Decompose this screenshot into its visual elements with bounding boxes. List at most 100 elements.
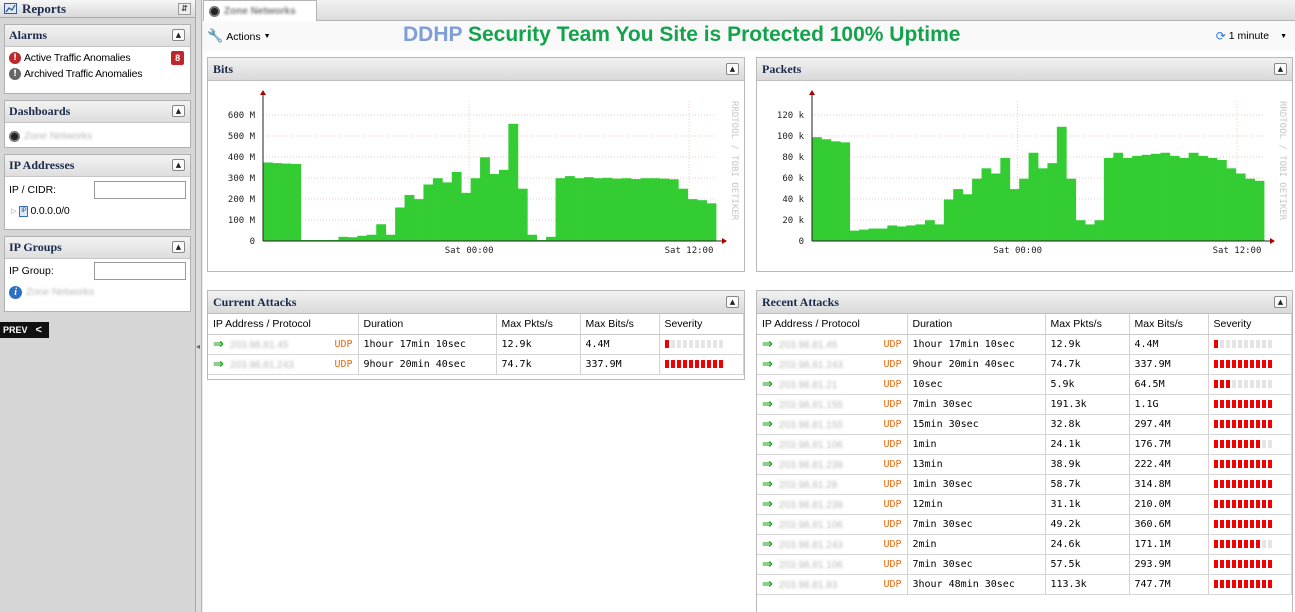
attack-row[interactable]: ⇒ 203.98.81.106 UDP 1min 24.1k 176.7M <box>757 434 1292 455</box>
attack-row[interactable]: ⇒ 203.98.81.21 UDP 10sec 5.9k 64.5M <box>757 374 1292 395</box>
ip-cell: ⇒ 203.98.81.45 UDP <box>757 334 908 355</box>
ip-groups-title: IP Groups <box>5 237 190 259</box>
data-bar <box>668 179 679 241</box>
ip-address[interactable]: 203.98.81.106 <box>778 559 843 571</box>
alarm-item-archived[interactable]: ! Archived Traffic Anomalies <box>5 66 190 82</box>
sidebar-splitter[interactable]: ◂ <box>196 0 202 612</box>
column-header[interactable]: Severity <box>659 314 744 335</box>
column-header[interactable]: Max Pkts/s <box>1045 314 1130 335</box>
ip-address[interactable]: 203.98.81.106 <box>778 439 843 451</box>
protocol-label: UDP <box>334 338 353 350</box>
ip-address[interactable]: 203.98.81.239 <box>778 459 843 471</box>
collapse-ip-groups-button[interactable]: ▲ <box>172 241 185 253</box>
data-bar <box>915 224 926 241</box>
attack-row[interactable]: ⇒ 203.98.81.239 UDP 13min 38.9k 222.4M <box>757 454 1292 475</box>
reports-menu-icon[interactable]: ⇵ <box>178 2 191 15</box>
severity-bar <box>1213 579 1272 588</box>
collapse-packets-button[interactable]: ▲ <box>1274 63 1287 75</box>
ip-cidr-input[interactable] <box>94 181 186 199</box>
attack-row[interactable]: ⇒ 203.98.81.243 UDP 9hour 20min 40sec 74.7k 3… <box>208 354 744 375</box>
data-bar <box>385 234 396 241</box>
refresh-interval-selector[interactable]: ⟳ 1 minute ▼ <box>1216 29 1287 43</box>
ip-tree-item[interactable]: ▷ IP 0.0.0.0/0 <box>5 203 190 219</box>
attack-row[interactable]: ⇒ 203.98.81.28 UDP 1min 30sec 58.7k 314.8M <box>757 474 1292 495</box>
attack-row[interactable]: ⇒ 203.98.81.45 UDP 1hour 17min 10sec 12.9k 4.… <box>757 334 1292 355</box>
collapse-dashboards-button[interactable]: ▲ <box>172 105 185 117</box>
collapse-alarms-button[interactable]: ▲ <box>172 29 185 41</box>
data-bar <box>517 188 528 241</box>
severity-bar <box>1213 519 1272 528</box>
column-header[interactable]: Max Bits/s <box>1129 314 1209 335</box>
ip-address[interactable]: 203.98.81.155 <box>778 399 843 411</box>
max-bits-cell: 64.5M <box>1129 374 1209 395</box>
current-attacks-title: Current Attacks <box>208 291 744 314</box>
ip-group-link[interactable]: i Zone Networks <box>5 284 190 300</box>
ip-address[interactable]: 203.98.81.155 <box>778 419 843 431</box>
attack-row[interactable]: ⇒ 203.98.81.106 UDP 7min 30sec 49.2k 360.6M <box>757 514 1292 535</box>
arrow-right-icon: ⇒ <box>762 556 773 572</box>
arrow-right-icon: ⇒ <box>762 336 773 352</box>
ip-address[interactable]: 203.98.81.106 <box>778 519 843 531</box>
collapse-recent-attacks-button[interactable]: ▲ <box>1274 296 1287 308</box>
data-bar <box>395 207 405 241</box>
ip-group-input[interactable] <box>94 262 186 280</box>
attack-row[interactable]: ⇒ 203.98.81.243 UDP 9hour 20min 40sec 74.7k 3… <box>757 354 1292 375</box>
ip-address[interactable]: 203.98.81.243 <box>229 359 294 371</box>
data-bar <box>366 234 377 241</box>
collapse-bits-button[interactable]: ▲ <box>726 63 739 75</box>
ip-group-link-label: Zone Networks <box>26 286 95 298</box>
ip-address[interactable]: 203.98.81.243 <box>778 359 843 371</box>
data-bar <box>849 230 860 241</box>
column-header[interactable]: Max Pkts/s <box>496 314 581 335</box>
actions-menu[interactable]: 🔧 Actions ▼ <box>207 29 271 44</box>
attack-row[interactable]: ⇒ 203.98.81.106 UDP 7min 30sec 57.5k 293.9M <box>757 554 1292 575</box>
column-header[interactable]: IP Address / Protocol <box>757 314 908 335</box>
attack-row[interactable]: ⇒ 203.98.81.45 UDP 1hour 17min 10sec 12.9k 4.… <box>208 334 744 355</box>
tree-expand-icon[interactable]: ▷ <box>11 208 17 215</box>
data-bar <box>981 168 992 241</box>
reports-header[interactable]: Reports ⇵ <box>0 0 195 18</box>
column-header[interactable]: Max Bits/s <box>580 314 660 335</box>
severity-bar <box>1213 439 1272 448</box>
prev-button[interactable]: PREV < <box>0 322 49 338</box>
dashboard-item[interactable]: Zone Networks <box>5 128 190 144</box>
data-bar <box>432 178 443 241</box>
collapse-current-attacks-button[interactable]: ▲ <box>726 296 739 308</box>
severity-fill <box>1213 419 1272 428</box>
ip-address[interactable]: 203.98.81.83 <box>778 579 838 591</box>
duration-cell: 12min <box>907 494 1046 515</box>
y-tick-label: 100 k <box>777 132 805 142</box>
max-bits-cell: 360.6M <box>1129 514 1209 535</box>
collapse-ip-addresses-button[interactable]: ▲ <box>172 159 185 171</box>
prev-label: PREV <box>3 325 28 335</box>
data-bar <box>300 239 311 241</box>
tab-zone-networks[interactable]: Zone Networks <box>203 0 317 21</box>
column-header[interactable]: Duration <box>358 314 497 335</box>
column-header[interactable]: Duration <box>907 314 1046 335</box>
alarms-title: Alarms <box>5 25 190 47</box>
data-bar <box>291 163 302 241</box>
protocol-label: UDP <box>883 418 902 430</box>
attack-row[interactable]: ⇒ 203.98.81.243 UDP 2min 24.6k 171.1M <box>757 534 1292 555</box>
ip-address[interactable]: 203.98.81.28 <box>778 479 838 491</box>
ip-address[interactable]: 203.98.81.45 <box>229 339 289 351</box>
refresh-icon: ⟳ <box>1215 29 1226 43</box>
attack-row[interactable]: ⇒ 203.98.81.155 UDP 7min 30sec 191.3k 1.1G <box>757 394 1292 415</box>
ip-address[interactable]: 203.98.81.45 <box>778 339 838 351</box>
duration-cell: 13min <box>907 454 1046 475</box>
column-header[interactable]: IP Address / Protocol <box>208 314 359 335</box>
data-bar <box>1094 220 1105 241</box>
y-tick-label: 300 M <box>228 174 256 184</box>
attack-row[interactable]: ⇒ 203.98.81.155 UDP 15min 30sec 32.8k 297.4M <box>757 414 1292 435</box>
protocol-label: UDP <box>883 338 902 350</box>
attack-row[interactable]: ⇒ 203.98.81.239 UDP 12min 31.1k 210.0M <box>757 494 1292 515</box>
ip-address[interactable]: 203.98.81.239 <box>778 499 843 511</box>
alarm-item-active[interactable]: ! Active Traffic Anomalies 8 <box>5 50 190 66</box>
severity-cell <box>1208 334 1292 355</box>
ip-cell: ⇒ 203.98.81.106 UDP <box>757 514 908 535</box>
attack-row[interactable]: ⇒ 203.98.81.83 UDP 3hour 48min 30sec 113.3k 7… <box>757 574 1292 595</box>
ip-address[interactable]: 203.98.81.243 <box>778 539 843 551</box>
actions-label: Actions <box>226 30 261 43</box>
column-header[interactable]: Severity <box>1208 314 1292 335</box>
ip-address[interactable]: 203.98.81.21 <box>778 379 838 391</box>
